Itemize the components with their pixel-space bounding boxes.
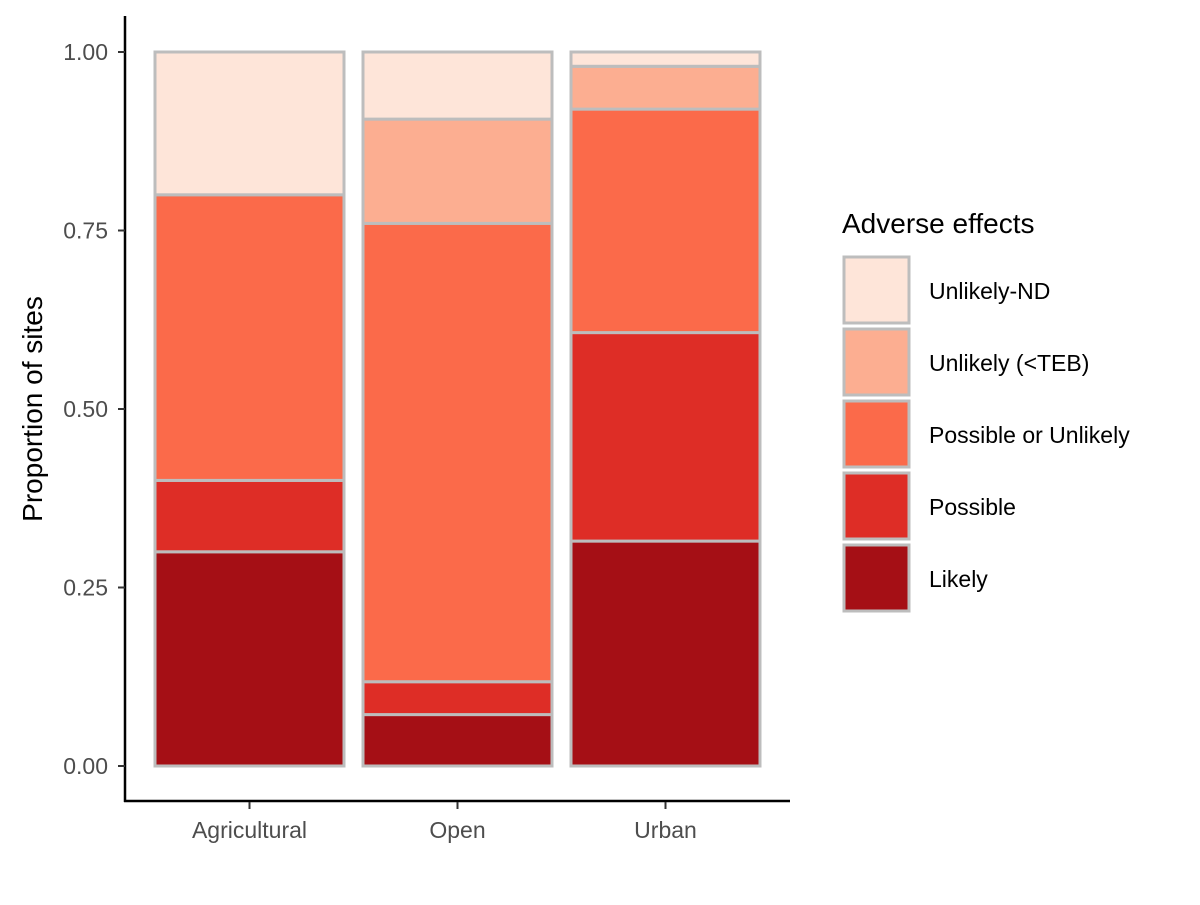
legend-label: Possible — [929, 494, 1016, 520]
bar-segment-urban-unlikely-nd — [569, 50, 762, 68]
bar-stack-agricultural — [153, 50, 346, 768]
legend: Adverse effects Unlikely-ND Unlikely (<TE… — [842, 208, 1130, 613]
legend-label: Unlikely (<TEB) — [929, 350, 1089, 376]
legend-swatch — [842, 327, 911, 397]
bar-segment-open-unlikely-nd — [361, 50, 554, 121]
bar-segment-agricultural-unlikely-nd — [153, 50, 346, 197]
legend-swatch — [842, 399, 911, 469]
legend-item-unlikely-nd: Unlikely-ND — [842, 255, 1050, 325]
bar-segment-urban-likely — [569, 539, 762, 768]
bars-layer — [153, 50, 762, 768]
legend-title: Adverse effects — [842, 208, 1034, 239]
legend-item-likely: Likely — [842, 543, 988, 613]
y-tick-label: 1.00 — [63, 39, 108, 65]
legend-swatch — [842, 255, 911, 325]
legend-label: Possible or Unlikely — [929, 422, 1130, 448]
y-tick-label: 0.25 — [63, 575, 108, 601]
y-tick-label: 0.00 — [63, 753, 108, 779]
bar-segment-urban-possible-or-unlikely — [569, 107, 762, 335]
legend-swatch — [842, 471, 911, 541]
bar-segment-agricultural-possible — [153, 478, 346, 554]
bar-segment-urban-unlikely-teb — [569, 64, 762, 111]
bar-stack-open — [361, 50, 554, 768]
bar-segment-agricultural-possible-or-unlikely — [153, 193, 346, 482]
legend-item-possible: Possible — [842, 471, 1016, 541]
legend-label: Unlikely-ND — [929, 278, 1050, 304]
x-ticks: Agricultural Open Urban — [192, 802, 697, 843]
bar-segment-open-possible-or-unlikely — [361, 221, 554, 684]
bar-segment-open-likely — [361, 713, 554, 768]
y-tick-label: 0.75 — [63, 218, 108, 244]
y-axis-title: Proportion of sites — [17, 296, 48, 522]
x-tick-label-agricultural: Agricultural — [192, 817, 307, 843]
legend-label: Likely — [929, 566, 988, 592]
bar-segment-open-unlikely-teb — [361, 117, 554, 225]
bar-segment-open-possible — [361, 680, 554, 717]
legend-item-possible-or-unlikely: Possible or Unlikely — [842, 399, 1130, 469]
legend-item-unlikely-teb: Unlikely (<TEB) — [842, 327, 1089, 397]
bar-segment-agricultural-likely — [153, 550, 346, 768]
bar-segment-urban-possible — [569, 331, 762, 543]
y-tick-label: 0.50 — [63, 396, 108, 422]
y-ticks: 0.00 0.25 0.50 0.75 1.00 — [63, 39, 125, 779]
x-tick-label-urban: Urban — [634, 817, 697, 843]
x-tick-label-open: Open — [429, 817, 485, 843]
bar-stack-urban — [569, 50, 762, 768]
legend-swatch — [842, 543, 911, 613]
